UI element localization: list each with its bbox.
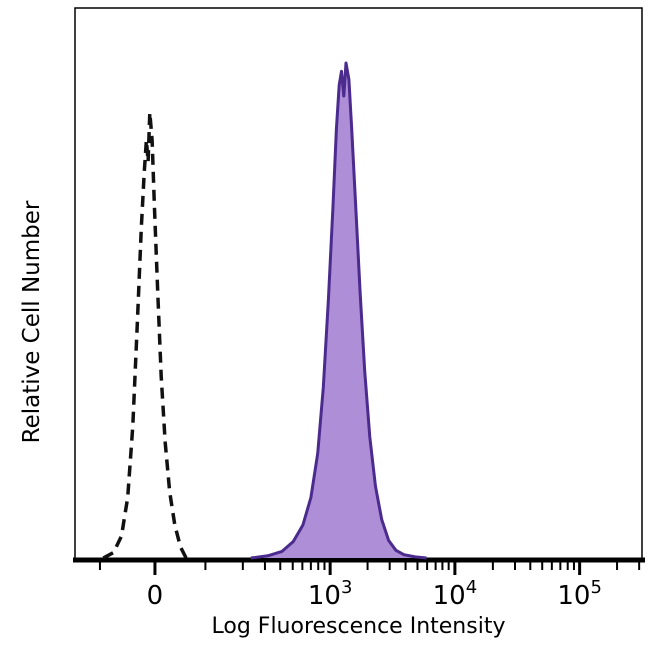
x-tick-label: 0	[147, 581, 164, 611]
x-tick-label: 103	[308, 577, 353, 611]
x-axis-label: Log Fluorescence Intensity	[211, 614, 506, 639]
series-stained-sample-histogram	[250, 61, 427, 560]
x-tick-label: 105	[557, 577, 602, 611]
series-negative-control-histogram	[102, 110, 188, 560]
x-tick-label: 104	[433, 577, 478, 611]
